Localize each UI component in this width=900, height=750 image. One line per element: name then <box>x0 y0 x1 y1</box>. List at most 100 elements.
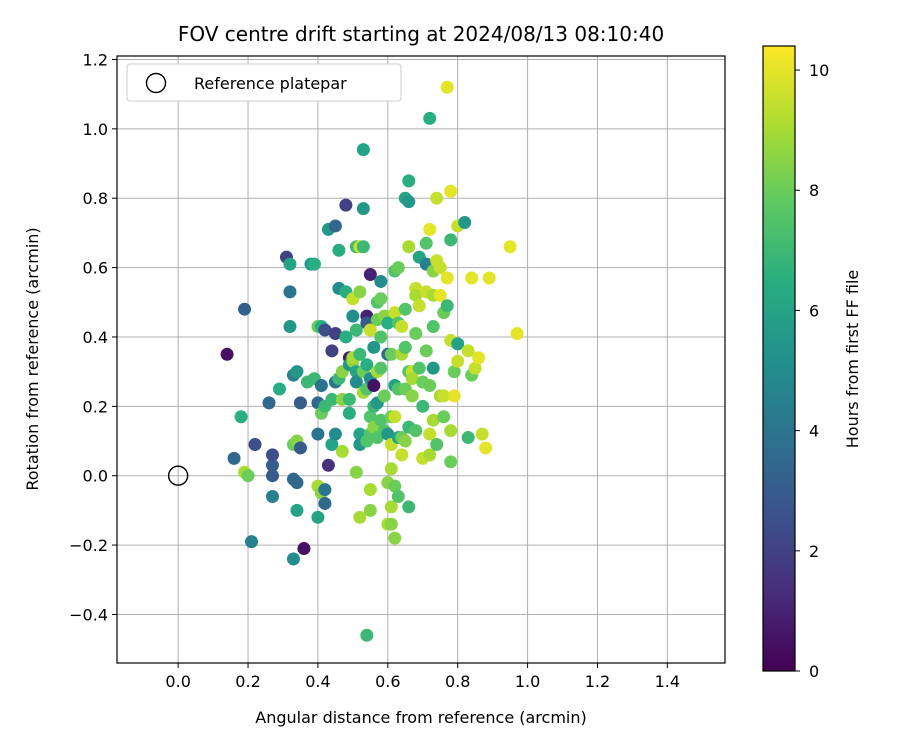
data-point <box>349 323 363 337</box>
data-point <box>475 427 489 441</box>
data-point <box>349 375 363 389</box>
data-point <box>283 285 297 299</box>
data-point <box>367 340 381 354</box>
legend: Reference platepar <box>126 63 402 102</box>
data-point <box>398 434 412 448</box>
data-point <box>314 379 328 393</box>
y-tick-label: 1.0 <box>83 120 108 139</box>
y-tick-label: 0.4 <box>83 328 108 347</box>
data-point <box>367 379 381 393</box>
data-point <box>318 496 332 510</box>
data-point <box>265 490 279 504</box>
data-point <box>325 437 339 451</box>
data-point <box>416 399 430 413</box>
data-point <box>440 80 454 94</box>
data-point <box>437 410 451 424</box>
data-point <box>374 274 388 288</box>
data-point <box>311 510 325 524</box>
data-point <box>381 316 395 330</box>
data-point <box>433 261 447 275</box>
data-point <box>339 198 353 212</box>
colorbar-ticks: 0 2 4 6 8 10 <box>795 61 829 681</box>
data-point <box>342 406 356 420</box>
data-point <box>398 302 412 316</box>
colorbar: 0 2 4 6 8 10 Hours from first FF file <box>762 45 862 681</box>
data-point <box>402 174 416 188</box>
x-tick-label: 0.6 <box>375 672 400 691</box>
x-tick-label: 0.0 <box>165 672 190 691</box>
data-point <box>461 344 475 358</box>
data-point <box>248 437 262 451</box>
data-point <box>245 535 259 549</box>
data-point <box>283 320 297 334</box>
y-tick-label: 0.8 <box>83 189 108 208</box>
data-point <box>265 458 279 472</box>
data-point <box>388 410 402 424</box>
data-point <box>419 344 433 358</box>
grid-lines <box>117 56 725 663</box>
data-point <box>297 542 311 556</box>
data-point <box>444 233 458 247</box>
data-point <box>440 299 454 313</box>
data-point <box>402 195 416 209</box>
data-point <box>388 306 402 320</box>
colorbar-tick-label: 0 <box>809 662 819 681</box>
chart-title: FOV centre drift starting at 2024/08/13 … <box>178 22 664 46</box>
data-point <box>290 503 304 517</box>
data-point <box>479 441 493 455</box>
data-point <box>423 379 437 393</box>
data-point <box>472 351 486 365</box>
data-point <box>342 392 356 406</box>
data-point <box>377 389 391 403</box>
reference-point <box>167 465 189 486</box>
data-point <box>447 365 461 379</box>
data-point <box>430 191 444 205</box>
data-point <box>265 469 279 483</box>
data-point <box>272 382 286 396</box>
data-point <box>346 309 360 323</box>
data-point <box>328 326 342 340</box>
data-point <box>458 215 472 229</box>
data-point <box>293 396 307 410</box>
x-tick-label: 1.0 <box>515 672 540 691</box>
plot-frame <box>116 55 726 664</box>
colorbar-gradient <box>763 46 795 671</box>
data-point <box>423 427 437 441</box>
data-point <box>482 271 496 285</box>
data-point <box>339 330 353 344</box>
data-point <box>461 431 475 445</box>
data-point <box>381 427 395 441</box>
data-point <box>307 257 321 271</box>
y-tick-label: 0.2 <box>83 397 108 416</box>
data-point <box>290 476 304 490</box>
data-point <box>468 361 482 375</box>
data-point <box>426 361 440 375</box>
data-point <box>265 448 279 462</box>
data-point <box>290 365 304 379</box>
data-point <box>335 444 349 458</box>
x-tick-label: 1.2 <box>585 672 610 691</box>
legend-box <box>126 63 402 102</box>
data-point <box>444 424 458 438</box>
data-point <box>349 465 363 479</box>
data-point <box>510 326 524 340</box>
legend-marker-icon <box>145 72 167 94</box>
x-axis-label: Angular distance from reference (arcmin) <box>255 708 586 727</box>
data-point <box>321 458 335 472</box>
data-point <box>262 396 276 410</box>
data-point <box>398 340 412 354</box>
data-point <box>227 451 241 465</box>
colorbar-label: Hours from first FF file <box>843 270 862 449</box>
x-tick-label: 0.4 <box>305 672 330 691</box>
data-point <box>503 240 517 254</box>
data-point <box>318 323 332 337</box>
data-point <box>419 236 433 250</box>
x-tick-label: 0.8 <box>445 672 470 691</box>
data-point <box>356 143 370 157</box>
data-point <box>353 285 367 299</box>
data-point <box>318 483 332 497</box>
data-point <box>374 292 388 306</box>
data-point <box>384 347 398 361</box>
y-axis-label: Rotation from reference (arcmin) <box>23 227 42 490</box>
legend-label: Reference platepar <box>194 74 347 93</box>
